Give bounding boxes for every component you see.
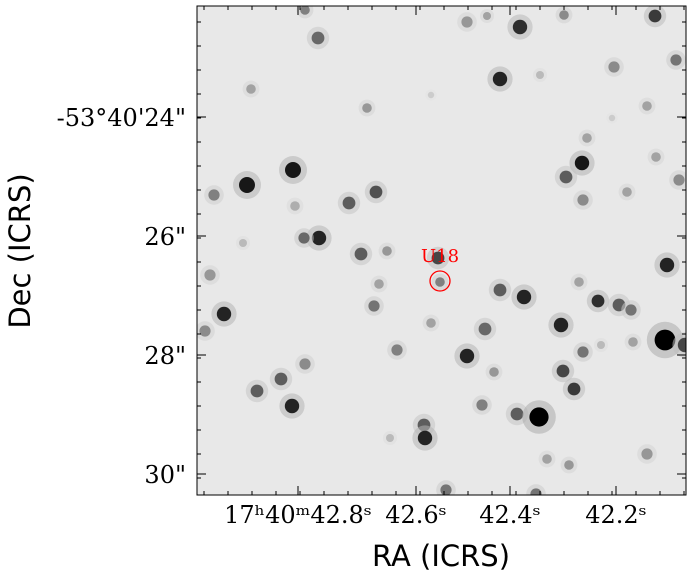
- star: [556, 364, 570, 378]
- star: [311, 31, 325, 45]
- star: [489, 367, 499, 377]
- star: [299, 358, 311, 370]
- star: [673, 174, 685, 186]
- star: [628, 337, 638, 347]
- star: [274, 372, 288, 386]
- star: [216, 306, 232, 322]
- star: [362, 103, 372, 113]
- star: [342, 196, 356, 210]
- x-axis-label: RA (ICRS): [372, 539, 510, 573]
- star: [427, 91, 435, 99]
- star: [582, 133, 592, 143]
- star: [493, 283, 507, 297]
- y-axis-label: Dec (ICRS): [3, 173, 37, 328]
- star: [529, 407, 549, 427]
- star: [530, 488, 542, 495]
- star: [536, 71, 544, 79]
- x-tick-labels: 17ʰ40ᵐ42.8ˢ 42.6ˢ 42.4ˢ 42.2ˢ: [224, 501, 647, 529]
- star: [608, 114, 616, 122]
- star: [476, 399, 488, 411]
- star: [440, 484, 452, 495]
- star: [670, 54, 682, 66]
- star: [311, 230, 327, 246]
- star: [512, 19, 528, 35]
- star: [559, 10, 569, 20]
- star: [298, 232, 310, 244]
- star: [374, 279, 384, 289]
- star: [478, 322, 492, 336]
- star: [608, 61, 620, 73]
- star: [208, 189, 220, 201]
- image-frame: [196, 5, 687, 496]
- x-tick-label: 42.4ˢ: [479, 501, 541, 529]
- star: [435, 277, 445, 287]
- star: [510, 407, 524, 421]
- star: [641, 448, 653, 460]
- star: [577, 194, 589, 206]
- star: [391, 344, 403, 356]
- y-tick-labels: -53°40'24" 26" 28" 30": [57, 104, 186, 489]
- star: [284, 398, 300, 414]
- star: [354, 247, 368, 261]
- star: [597, 341, 605, 349]
- x-tick-label: 17ʰ40ᵐ42.8ˢ: [224, 501, 372, 529]
- star: [204, 269, 216, 281]
- star: [574, 155, 590, 171]
- star: [574, 277, 584, 287]
- star: [577, 346, 589, 358]
- target-circle: [429, 270, 451, 292]
- star: [300, 6, 310, 15]
- star: [368, 300, 380, 312]
- x-tick-label: 42.2ˢ: [585, 501, 647, 529]
- target-label: U18: [421, 246, 459, 267]
- star: [677, 337, 686, 353]
- star: [659, 257, 675, 273]
- star: [654, 329, 676, 351]
- y-tick-label: 28": [144, 342, 186, 370]
- star: [290, 201, 300, 211]
- x-tick-label: 42.6ˢ: [385, 501, 447, 529]
- target-marker: U18: [421, 246, 459, 292]
- star: [239, 177, 255, 193]
- star: [591, 294, 605, 308]
- star: [651, 152, 661, 162]
- star: [642, 101, 652, 111]
- star: [431, 251, 445, 265]
- star: [285, 162, 301, 178]
- star: [567, 382, 581, 396]
- star: [426, 318, 436, 328]
- star: [369, 185, 383, 199]
- star: [622, 187, 632, 197]
- star: [459, 348, 475, 364]
- star-field: [197, 6, 686, 495]
- star: [386, 434, 394, 442]
- star: [492, 71, 508, 87]
- star: [564, 460, 574, 470]
- star: [542, 454, 552, 464]
- star: [516, 289, 532, 305]
- star: [417, 430, 433, 446]
- star: [382, 246, 392, 256]
- y-tick-label: 30": [144, 461, 186, 489]
- star: [461, 16, 473, 28]
- star: [553, 317, 569, 333]
- star: [199, 325, 211, 337]
- star: [239, 239, 247, 247]
- star: [250, 384, 264, 398]
- y-tick-label: -53°40'24": [57, 104, 186, 132]
- star: [648, 9, 662, 23]
- star: [559, 170, 573, 184]
- star: [246, 84, 256, 94]
- axis-ticks: [197, 6, 686, 495]
- y-tick-label: 26": [144, 223, 186, 251]
- star: [483, 12, 491, 20]
- star: [625, 304, 637, 316]
